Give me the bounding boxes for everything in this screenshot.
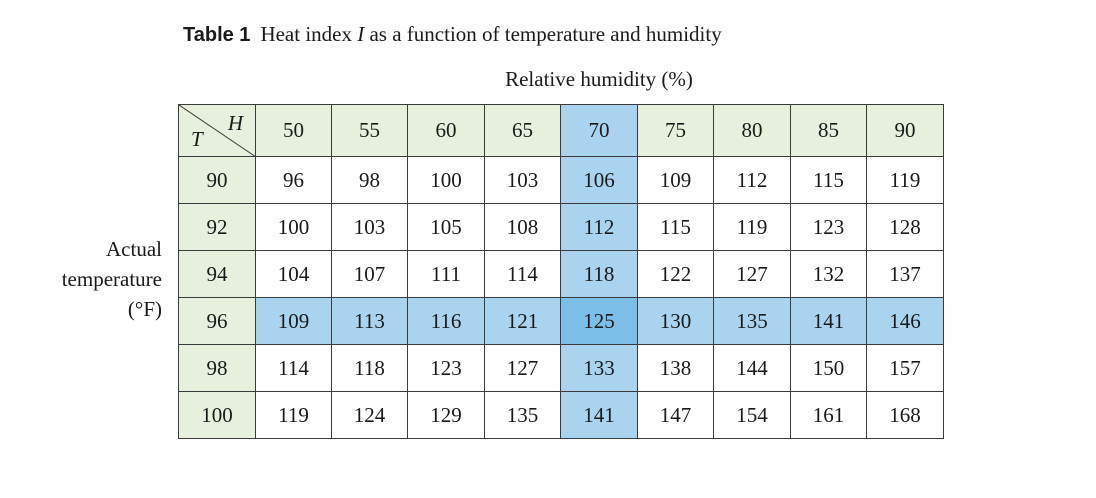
- heat-index-cell: 109: [255, 297, 332, 345]
- temperature-header-cell: 98: [178, 344, 256, 392]
- heat-index-cell: 157: [866, 344, 944, 392]
- heat-index-cell: 100: [407, 156, 485, 204]
- heat-index-cell: 100: [255, 203, 332, 251]
- heat-index-cell: 119: [866, 156, 944, 204]
- temperature-header-cell: 94: [178, 250, 256, 298]
- heat-index-cell: 104: [255, 250, 332, 298]
- heat-index-cell: 103: [484, 156, 561, 204]
- heat-index-cell: 138: [637, 344, 714, 392]
- heat-index-cell: 130: [637, 297, 714, 345]
- corner-diagonal: [179, 105, 256, 157]
- table-row: 96 109 113 116 121 125 130 135 141 146: [178, 297, 944, 345]
- heat-index-cell: 150: [790, 344, 867, 392]
- heat-index-cell: 111: [407, 250, 485, 298]
- temperature-header-cell: 96: [178, 297, 256, 345]
- caption-symbol: I: [357, 22, 365, 46]
- heat-index-cell: 141: [560, 391, 638, 439]
- heat-index-cell: 127: [713, 250, 791, 298]
- humidity-header-cell: 70: [560, 104, 638, 157]
- caption-label: Table 1: [183, 24, 251, 46]
- heat-index-cell: 123: [790, 203, 867, 251]
- corner-row-symbol: T: [191, 127, 203, 151]
- heat-index-cell: 112: [560, 203, 638, 251]
- table-row: 100 119 124 129 135 141 147 154 161 168: [178, 391, 944, 439]
- heat-index-cell: 119: [713, 203, 791, 251]
- table-caption: Table 1 Heat index I as a function of tem…: [183, 22, 722, 47]
- heat-index-cell: 115: [790, 156, 867, 204]
- heat-index-cell: 106: [560, 156, 638, 204]
- heat-index-cell: 116: [407, 297, 485, 345]
- heat-index-cell: 98: [331, 156, 408, 204]
- heat-index-cell: 114: [484, 250, 561, 298]
- heat-index-cell: 133: [560, 344, 638, 392]
- row-axis-label-line: Actual: [106, 237, 162, 261]
- heat-index-cell: 96: [255, 156, 332, 204]
- table-row: 94 104 107 111 114 118 122 127 132 137: [178, 250, 944, 298]
- heat-index-cell: 127: [484, 344, 561, 392]
- temperature-header-cell: 100: [178, 391, 256, 439]
- heat-index-cell: 122: [637, 250, 714, 298]
- heat-index-cell: 124: [331, 391, 408, 439]
- heat-index-cell: 132: [790, 250, 867, 298]
- heat-index-cell: 168: [866, 391, 944, 439]
- humidity-header-cell: 55: [331, 104, 408, 157]
- heat-index-cell: 121: [484, 297, 561, 345]
- heat-index-cell: 146: [866, 297, 944, 345]
- heat-index-cell: 144: [713, 344, 791, 392]
- humidity-header-cell: 60: [407, 104, 485, 157]
- heat-index-cell: 103: [331, 203, 408, 251]
- table-row: 90 96 98 100 103 106 109 112 115 119: [178, 156, 944, 204]
- header-row: H T 50 55 60 65 70 75 80 85 90: [178, 104, 944, 157]
- heat-index-cell: 135: [484, 391, 561, 439]
- heat-index-cell: 118: [560, 250, 638, 298]
- heat-index-cell: 129: [407, 391, 485, 439]
- heat-index-cell: 115: [637, 203, 714, 251]
- temperature-header-cell: 90: [178, 156, 256, 204]
- table-row: 92 100 103 105 108 112 115 119 123 128: [178, 203, 944, 251]
- row-axis-label: Actual temperature (°F): [62, 234, 162, 324]
- heat-index-cell: 109: [637, 156, 714, 204]
- heat-index-cell: 123: [407, 344, 485, 392]
- row-axis-label-line: temperature: [61, 267, 162, 291]
- heat-index-cell: 114: [255, 344, 332, 392]
- humidity-header-cell: 50: [255, 104, 332, 157]
- heat-index-cell: 147: [637, 391, 714, 439]
- humidity-header-cell: 65: [484, 104, 561, 157]
- heat-index-cell: 119: [255, 391, 332, 439]
- table-row: 98 114 118 123 127 133 138 144 150 157: [178, 344, 944, 392]
- heat-index-cell: 135: [713, 297, 791, 345]
- heat-index-table: H T 50 55 60 65 70 75 80 85 90 90 96 98 100 103 106 109 11…: [178, 104, 944, 439]
- row-axis-label-line: (°F): [127, 297, 162, 321]
- heat-index-cell: 137: [866, 250, 944, 298]
- heat-index-cell: 112: [713, 156, 791, 204]
- humidity-header-cell: 90: [866, 104, 944, 157]
- humidity-header-cell: 75: [637, 104, 714, 157]
- heat-index-cell: 141: [790, 297, 867, 345]
- corner-column-symbol: H: [227, 111, 243, 135]
- heat-index-cell: 154: [713, 391, 791, 439]
- humidity-header-cell: 85: [790, 104, 867, 157]
- heat-index-cell: 118: [331, 344, 408, 392]
- heat-index-cell: 105: [407, 203, 485, 251]
- heat-index-cell: 107: [331, 250, 408, 298]
- heat-index-cell: 108: [484, 203, 561, 251]
- temperature-header-cell: 92: [178, 203, 256, 251]
- heat-index-cell: 161: [790, 391, 867, 439]
- column-axis-label: Relative humidity (%): [505, 67, 693, 91]
- heat-index-cell: 125: [560, 297, 638, 345]
- humidity-header-cell: 80: [713, 104, 791, 157]
- caption-text-before: Heat index: [260, 22, 358, 46]
- heat-index-cell: 113: [331, 297, 408, 345]
- caption-text-after: as a function of temperature and humidit…: [364, 22, 722, 46]
- heat-index-cell: 128: [866, 203, 944, 251]
